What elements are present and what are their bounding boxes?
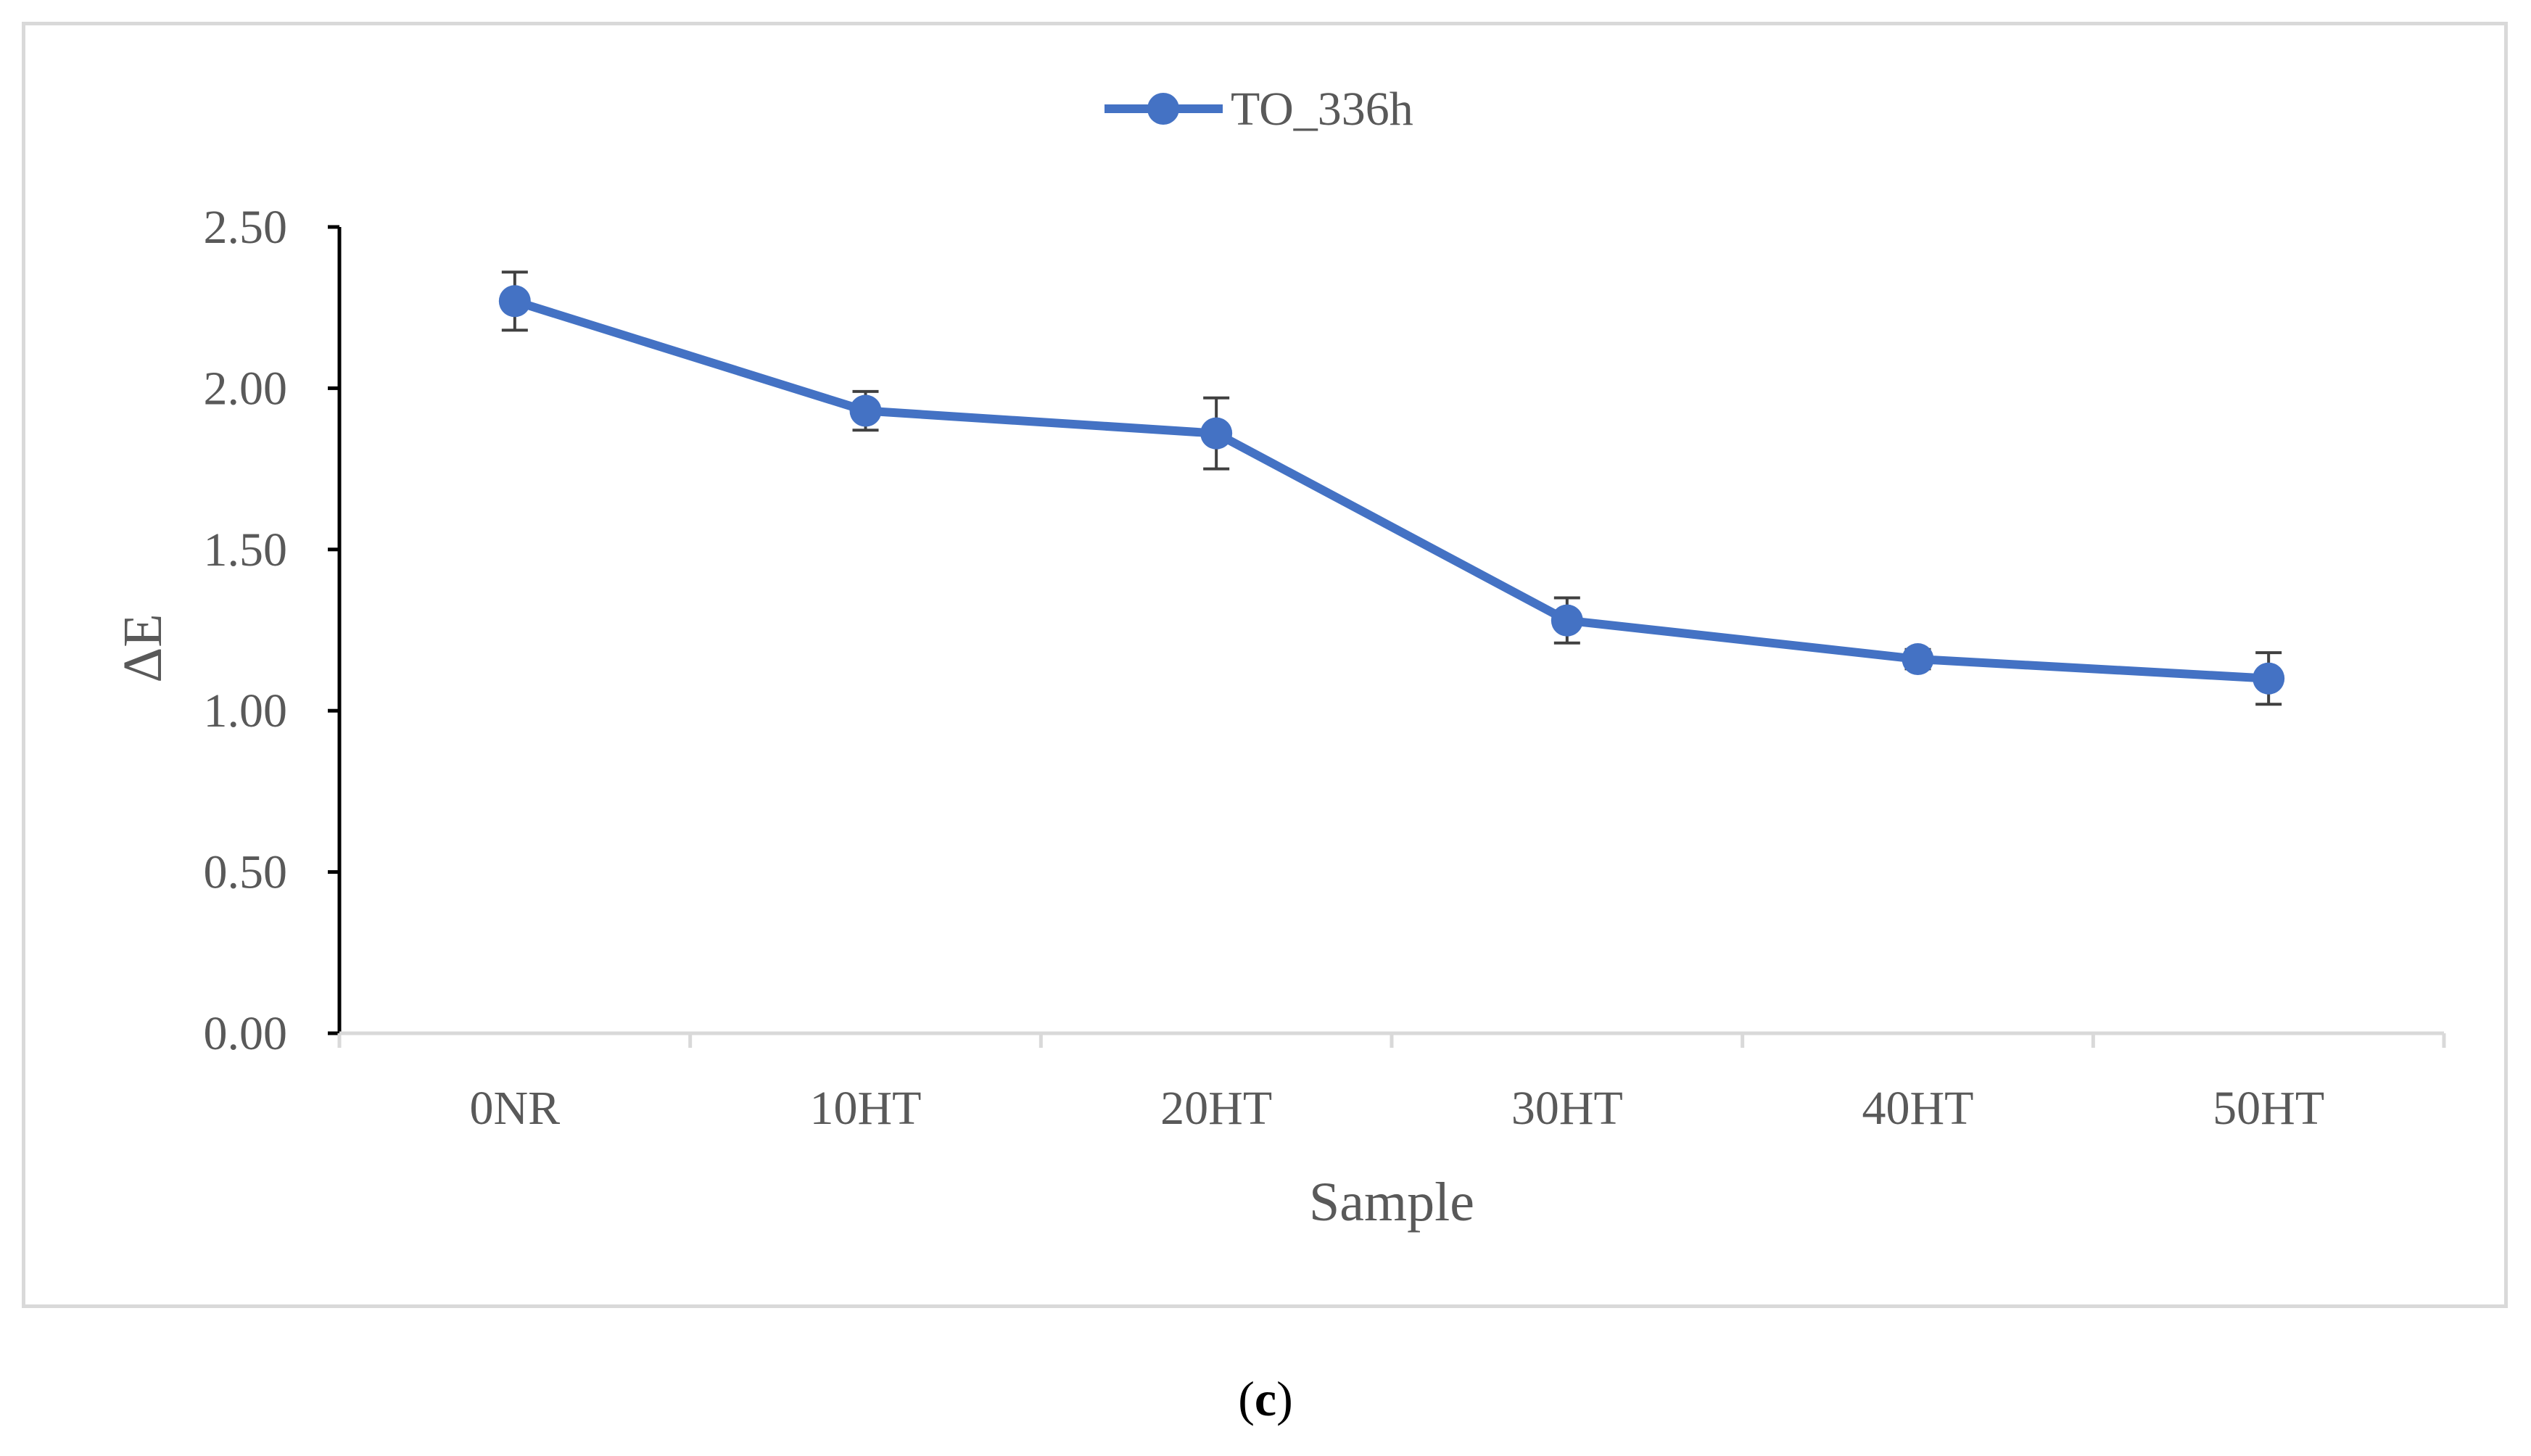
tick-labels: 0.00 0.50 1.00 1.50 2.00 2.50 0NR 10HT 20HT 30HT 4… — [204, 201, 2325, 1135]
y-tick-label: 1.00 — [204, 684, 288, 737]
y-tick-label: 0.00 — [204, 1007, 288, 1060]
y-tick-label: 0.50 — [204, 846, 288, 899]
x-tick-label: 0NR — [469, 1082, 560, 1135]
legend-marker-swatch — [1147, 93, 1179, 125]
data-point — [1200, 417, 1233, 450]
y-axis-title: ΔE — [112, 613, 173, 682]
x-tick-label: 40HT — [1862, 1082, 1974, 1135]
x-tick-label: 20HT — [1160, 1082, 1272, 1135]
series-line-to-336h — [513, 297, 2269, 683]
y-tick-label: 1.50 — [204, 524, 288, 576]
x-tick-label: 30HT — [1511, 1082, 1623, 1135]
series-to-336h — [498, 270, 2285, 706]
panel-label-close: ) — [1276, 1371, 1293, 1426]
panel-label-letter: c — [1254, 1371, 1277, 1426]
data-point — [2253, 662, 2285, 695]
legend: TO_336h — [1105, 83, 1413, 136]
data-point — [1551, 604, 1583, 637]
data-point — [498, 285, 531, 318]
panel-label-open: ( — [1238, 1371, 1255, 1426]
data-point — [849, 394, 882, 427]
x-tick-label: 50HT — [2213, 1082, 2324, 1135]
y-tick-label: 2.50 — [204, 201, 288, 254]
legend-label: TO_336h — [1231, 83, 1413, 136]
data-point — [1902, 643, 1934, 676]
x-axis-title: Sample — [1309, 1172, 1474, 1233]
panel-label: (c) — [0, 1374, 2531, 1423]
axes — [328, 225, 2446, 1048]
y-tick-label: 2.00 — [204, 362, 288, 415]
x-tick-label: 10HT — [810, 1082, 922, 1135]
